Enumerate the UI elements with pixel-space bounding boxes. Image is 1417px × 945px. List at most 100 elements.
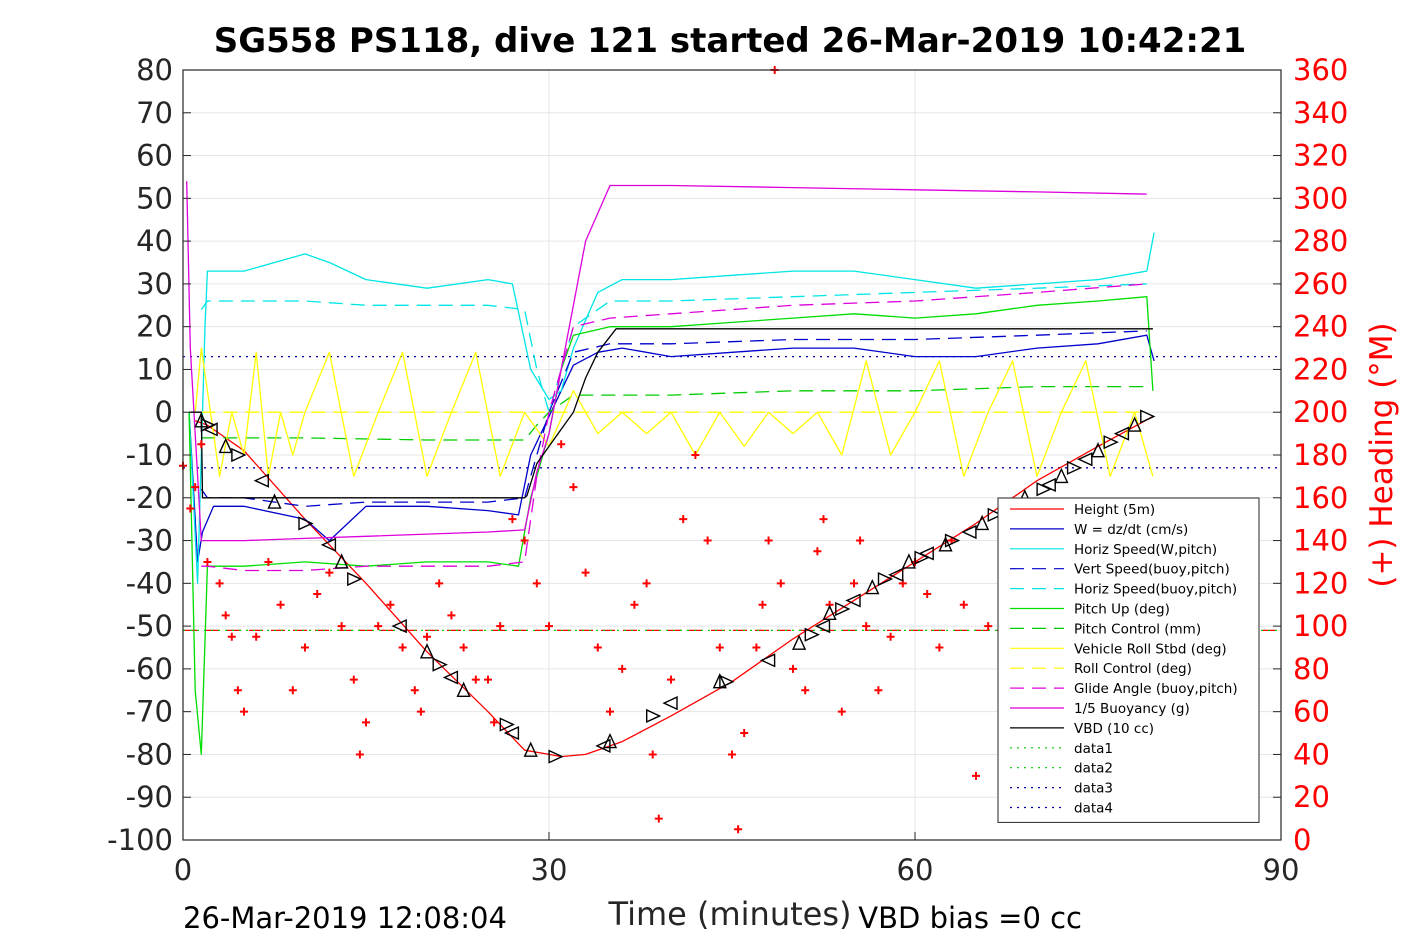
turn-marker (334, 553, 349, 569)
heading-point (740, 729, 749, 738)
series-line-3 (200, 330, 1147, 507)
heading-point (752, 643, 761, 652)
heading-point (471, 675, 480, 684)
heading-point (435, 579, 444, 588)
left-tick-label: 0 (155, 395, 173, 429)
heading-point (398, 643, 407, 652)
right-tick-label: 340 (1293, 96, 1348, 130)
right-tick-label: 200 (1293, 395, 1348, 429)
right-tick-label: 100 (1293, 609, 1348, 643)
heading-point (459, 643, 468, 652)
turn-marker (1090, 442, 1106, 458)
legend-label: data1 (1074, 741, 1113, 757)
heading-point (484, 675, 492, 684)
heading-point (313, 590, 322, 599)
turn-marker (865, 578, 880, 595)
legend-label: data2 (1074, 761, 1113, 777)
bottom-tick-label: 90 (1263, 853, 1300, 887)
heading-point (374, 622, 383, 631)
right-tick-label: 240 (1293, 310, 1348, 344)
heading-point (959, 600, 968, 609)
heading-point (203, 557, 212, 566)
heading-point (764, 536, 773, 545)
heading-point (325, 568, 334, 577)
heading-point (642, 579, 651, 588)
series-line-6 (201, 385, 1147, 441)
turn-marker (901, 553, 916, 569)
turn-marker (499, 717, 515, 732)
heading-point (264, 557, 273, 566)
heading-point (703, 536, 712, 545)
turn-marker (595, 738, 611, 753)
turn-marker (1113, 426, 1130, 441)
bottom-axis-ticks: 0 30 60 90 (174, 832, 1300, 887)
right-tick-label: 260 (1293, 267, 1348, 301)
right-tick-label: 120 (1293, 566, 1348, 600)
left-tick-label: -50 (126, 609, 173, 643)
turn-marker (961, 524, 977, 540)
right-tick-label: 300 (1293, 181, 1348, 215)
turn-marker (835, 601, 851, 617)
series-line-0 (194, 415, 1154, 758)
legend-label: VBD (10 cc) (1074, 721, 1154, 737)
heading-point (447, 611, 456, 620)
turn-marker (1077, 452, 1093, 467)
heading-point (734, 825, 743, 834)
left-tick-label: -90 (126, 780, 173, 814)
heading-point (197, 440, 206, 449)
heading-point (789, 664, 797, 673)
left-tick-label: -20 (126, 481, 173, 515)
series-line-11 (189, 328, 1153, 499)
right-tick-label: 40 (1293, 737, 1330, 771)
legend-label: Height (5m) (1074, 502, 1155, 518)
turn-marker (1054, 467, 1069, 484)
heading-point (227, 632, 236, 641)
heading-point (508, 515, 517, 524)
legend-label: Horiz Speed(buoy,pitch) (1074, 582, 1237, 598)
heading-point (569, 483, 578, 492)
heading-point (984, 622, 993, 631)
turn-marker (877, 571, 894, 587)
series-line-9 (201, 283, 1147, 572)
heading-point (349, 675, 358, 684)
turn-marker (523, 741, 538, 757)
heading-point (935, 643, 944, 652)
legend-label: data3 (1074, 781, 1113, 797)
heading-point (856, 536, 865, 545)
bottom-tick-label: 30 (531, 853, 568, 887)
marker-layer (194, 409, 1156, 764)
legend-label: data4 (1074, 801, 1113, 817)
legend-label: Pitch Control (mm) (1074, 621, 1201, 637)
turn-marker (759, 653, 776, 668)
heading-point (252, 632, 261, 641)
turn-marker (792, 634, 807, 650)
left-tick-label: 70 (136, 96, 173, 130)
legend-label: Vehicle Roll Stbd (deg) (1074, 641, 1227, 657)
turn-marker (419, 643, 435, 659)
turn-marker (503, 725, 520, 741)
heading-point (520, 536, 529, 545)
heading-point (240, 707, 248, 716)
left-tick-label: 20 (136, 310, 173, 344)
heading-point (276, 600, 285, 609)
left-tick-label: -30 (126, 524, 173, 558)
heading-point (715, 643, 724, 652)
heading-point (691, 451, 700, 459)
right-tick-label: 180 (1293, 438, 1348, 472)
chart-title: SG558 PS118, dive 121 started 26-Mar-201… (214, 21, 1247, 61)
heading-point (776, 579, 785, 588)
heading-point (337, 622, 346, 631)
heading-point (416, 707, 425, 716)
heading-layer (179, 66, 993, 834)
left-tick-label: -60 (126, 652, 173, 686)
legend-label: 1/5 Buoyancy (g) (1074, 701, 1190, 717)
right-axis-label: (+) Heading (°M) (1364, 322, 1400, 587)
heading-point (496, 622, 505, 631)
series-line-7 (194, 347, 1154, 478)
heading-point (679, 515, 688, 524)
right-tick-label: 80 (1293, 652, 1330, 686)
turn-marker (347, 571, 363, 587)
heading-point (758, 600, 767, 609)
heading-point (581, 568, 590, 577)
left-tick-label: -80 (126, 737, 173, 771)
